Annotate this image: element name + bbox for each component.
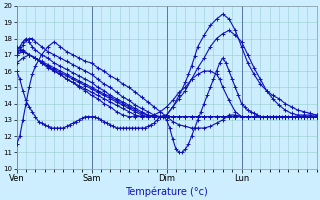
X-axis label: Température (°c): Température (°c) bbox=[125, 186, 208, 197]
